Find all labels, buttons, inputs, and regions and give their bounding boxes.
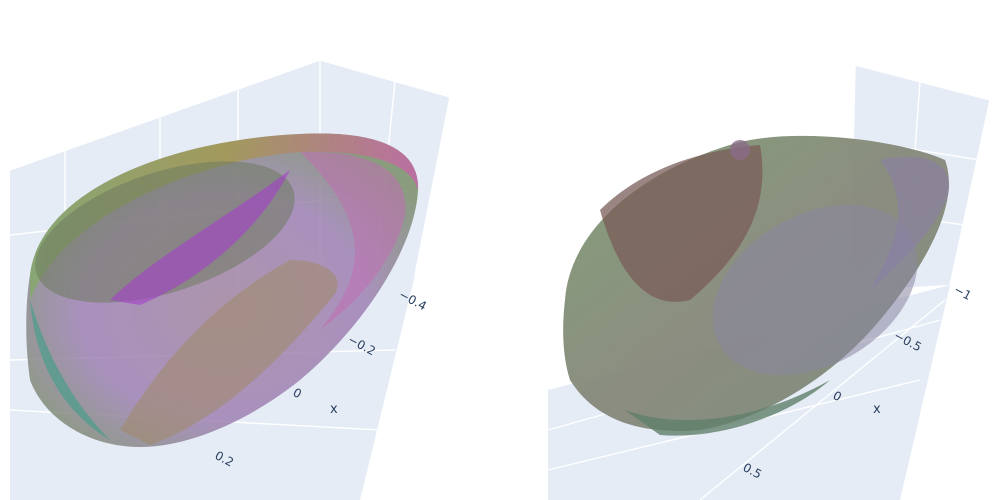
left-surface-mesh xyxy=(26,133,419,447)
right-x-tick-label: −1 xyxy=(952,282,974,303)
right-surface-mesh xyxy=(563,135,950,436)
right-x-axis-title: x xyxy=(873,402,881,417)
left-scene[interactable]: −0.4 −0.2 0 0.2 x xyxy=(9,59,451,500)
right-scene[interactable]: −1 −0.5 0 0.5 x xyxy=(547,64,991,500)
left-x-axis-title: x xyxy=(330,402,338,417)
